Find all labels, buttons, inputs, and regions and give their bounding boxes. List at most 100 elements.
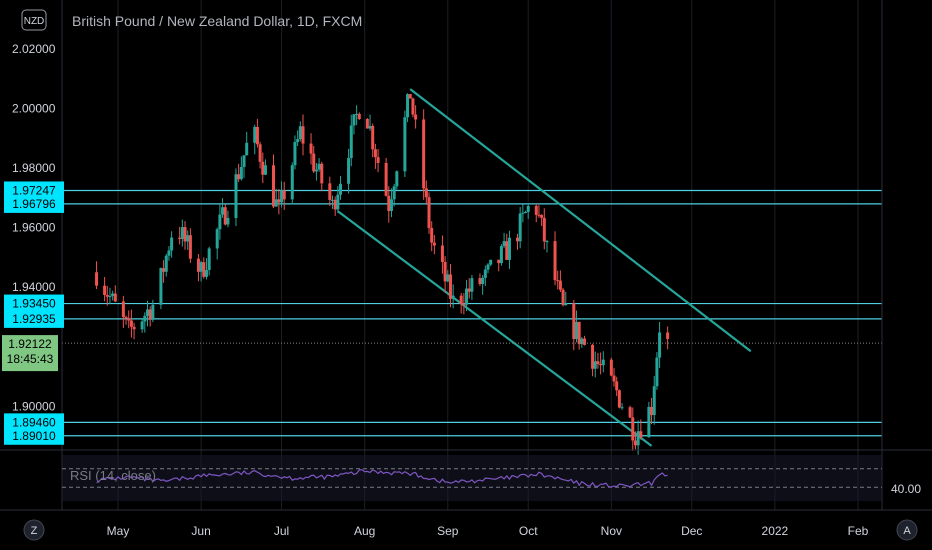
candle-body (368, 125, 372, 129)
candle-body (312, 153, 316, 172)
candle-body (628, 407, 632, 418)
vertical-grid (117, 0, 859, 510)
chart-title: British Pound / New Zealand Dollar, 1D, … (72, 13, 362, 29)
candle-body (556, 280, 560, 282)
candle-body (180, 227, 184, 239)
candle-body (561, 289, 565, 306)
candle-body (502, 241, 506, 247)
candle-body (108, 295, 112, 297)
candle-body (274, 199, 278, 207)
level-label-text: 1.93450 (12, 297, 56, 311)
candle-body (111, 293, 115, 296)
candle-body (424, 188, 428, 198)
candle-body (666, 332, 670, 339)
candle-body (309, 143, 313, 154)
candle-body (609, 359, 613, 376)
candle-body (159, 268, 163, 305)
candle-body (314, 169, 318, 172)
bar-countdown: 18:45:43 (7, 352, 54, 366)
candle-body (591, 344, 595, 369)
candle-body (355, 113, 359, 115)
candle-body (392, 186, 396, 200)
candle-body (615, 381, 619, 391)
candle-body (95, 272, 99, 286)
candle-body (489, 259, 493, 265)
candle-body (459, 295, 463, 304)
candle-body (132, 326, 136, 330)
time-axis-label: Nov (601, 524, 622, 538)
candle-body (542, 217, 546, 242)
candle-body (577, 321, 581, 345)
candle-body (371, 125, 375, 150)
time-axis-label: Oct (519, 524, 538, 538)
candle-body (443, 261, 447, 282)
candle-body (521, 212, 525, 214)
auto-scale-toggle[interactable]: A (896, 519, 918, 541)
candle-body (384, 162, 388, 196)
descending-channel[interactable] (337, 88, 752, 447)
time-axis-label: Feb (848, 524, 869, 538)
candle-body (226, 217, 230, 225)
time-axis-label: 2022 (762, 524, 789, 538)
candle-body (462, 303, 466, 305)
candle-body (186, 235, 190, 242)
candle-body (143, 315, 147, 322)
candle-body (658, 332, 662, 358)
rsi-label: RSI (14, close) (70, 468, 156, 483)
candle-body (515, 237, 519, 242)
candle-body (162, 268, 166, 272)
price-tick-label: 1.94000 (12, 280, 56, 294)
symbol-badge[interactable]: NZD (21, 9, 47, 31)
candle-body (245, 142, 249, 156)
level-label-text: 1.89460 (12, 415, 56, 429)
candle-body (467, 288, 471, 292)
candle-body (617, 390, 621, 408)
candle-body (507, 237, 511, 260)
candle-body (655, 357, 659, 387)
channel-lower-line (337, 210, 653, 447)
level-label-text: 1.97247 (12, 183, 56, 197)
candle-body (167, 250, 171, 256)
time-axis[interactable]: May Jun Jul Aug Sep Oct Nov Dec 2022 Feb (107, 524, 869, 538)
candle-body (293, 142, 297, 166)
time-axis-label: May (107, 524, 130, 538)
candle-body (601, 359, 605, 366)
candle-body (178, 237, 182, 239)
level-label-text: 1.89010 (12, 429, 56, 443)
candle-body (336, 194, 340, 210)
candle-body (537, 214, 541, 216)
candle-body (239, 166, 243, 180)
candle-body (526, 205, 530, 212)
log-scale-toggle[interactable]: Z (23, 519, 45, 541)
candle-body (164, 255, 168, 272)
time-axis-label: Aug (354, 524, 375, 538)
currency-badge: NZD (24, 16, 45, 27)
candle-body (347, 158, 351, 184)
horizontal-levels[interactable] (62, 189, 882, 437)
price-tick-label: 1.90000 (12, 399, 56, 413)
candle-body (376, 157, 380, 163)
rsi-scale-value: 40.00 (891, 482, 921, 496)
candle-body (296, 139, 300, 143)
z-button-label: Z (31, 525, 38, 537)
candle-body (258, 144, 262, 162)
candle-body (446, 274, 450, 282)
price-axis[interactable]: 2.02000 2.00000 1.98000 1.96000 1.94000 1.900… (12, 42, 56, 413)
candle-body (183, 227, 187, 242)
rsi-line (96, 469, 668, 488)
candle-body (574, 321, 578, 340)
candle-body (430, 227, 434, 243)
candle-body (103, 285, 107, 295)
candle-body (330, 199, 334, 201)
candle-body (280, 190, 284, 203)
price-tick-label: 1.98000 (12, 161, 56, 175)
candle-body (427, 197, 431, 228)
candle-body (328, 183, 332, 200)
candle-body (558, 280, 562, 290)
candle-body (339, 183, 343, 195)
time-axis-label: Jul (274, 524, 289, 538)
candle-body (301, 126, 305, 144)
candle-body (113, 293, 117, 302)
